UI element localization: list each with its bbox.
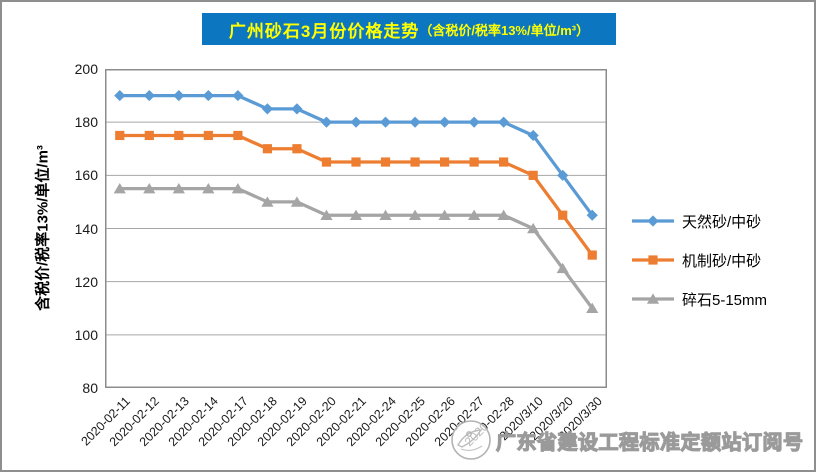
legend-item-gravel: 碎石5-15mm: [632, 284, 767, 314]
square-marker: [499, 157, 509, 167]
diamond-marker: [438, 116, 451, 128]
diamond-marker: [409, 116, 421, 128]
triangle-marker: [320, 209, 333, 221]
y-tick-label: 120: [74, 273, 98, 290]
legend-swatch-triangle-icon: [632, 293, 674, 304]
watermark-logo-icon: [451, 420, 491, 460]
diamond-marker: [350, 116, 362, 128]
triangle-marker: [172, 183, 185, 194]
legend-label: 机制砂/中砂: [682, 252, 762, 270]
square-marker: [174, 130, 184, 141]
triangle-marker: [143, 183, 156, 194]
diamond-marker: [232, 89, 244, 102]
series-line: [119, 93, 594, 217]
diamond-marker: [586, 209, 598, 221]
square-marker: [648, 255, 658, 265]
triangle-marker: [113, 183, 126, 194]
chart-title-unit: （含税价/税率13%/单位/m³）: [419, 22, 590, 38]
square-marker: [380, 157, 391, 167]
diamond-marker: [468, 116, 480, 128]
watermark: 广东省建设工程标准定额站订阅号: [448, 416, 804, 464]
triangle-marker: [408, 209, 422, 221]
triangle-marker: [468, 209, 481, 221]
diamond-marker: [320, 116, 333, 128]
legend-swatch-square-icon: [632, 255, 674, 265]
series-line: [119, 133, 594, 257]
diamond-marker: [291, 103, 303, 115]
square-marker: [203, 130, 213, 141]
series-line: [119, 187, 594, 310]
y-tick-label: 160: [74, 167, 98, 184]
diamond-marker: [527, 129, 539, 142]
triangle-marker: [202, 183, 215, 194]
square-marker: [115, 130, 125, 141]
diamond-marker: [498, 116, 510, 128]
y-tick-label: 80: [82, 380, 98, 396]
plot-area: [105, 69, 607, 388]
legend-swatch-diamond-icon: [632, 215, 674, 227]
chart-title-bar: 广州砂石3月份价格走势 （含税价/税率13%/单位/m³）: [202, 13, 616, 45]
triangle-marker: [290, 196, 304, 207]
triangle-marker: [349, 209, 363, 221]
square-marker: [528, 170, 538, 180]
square-marker: [469, 157, 479, 167]
square-marker: [321, 157, 332, 167]
y-tick-label: 100: [74, 326, 98, 343]
triangle-marker: [231, 183, 244, 194]
diamond-marker: [173, 89, 185, 102]
triangle-marker: [556, 262, 569, 274]
legend: 天然砂/中砂 机制砂/中砂 碎石5-15mm: [632, 206, 767, 314]
diamond-marker: [114, 89, 126, 102]
legend-label: 碎石5-15mm: [682, 291, 768, 309]
triangle-marker: [586, 302, 599, 314]
diamond-marker: [202, 89, 214, 102]
square-marker: [558, 210, 568, 220]
y-tick-label: 180: [74, 114, 98, 131]
legend-item-natural-sand: 天然砂/中砂: [632, 206, 767, 236]
diamond-marker: [557, 169, 569, 181]
plot-border: [105, 69, 607, 388]
triangle-marker: [646, 293, 660, 304]
diamond-marker: [261, 103, 274, 115]
watermark-text: 广东省建设工程标准定额站订阅号: [495, 431, 804, 454]
square-marker: [410, 157, 420, 167]
square-marker: [351, 157, 361, 167]
square-marker: [292, 144, 302, 154]
triangle-marker: [438, 209, 451, 221]
diamond-marker: [379, 116, 392, 128]
square-marker: [233, 130, 243, 141]
y-tick-label: 200: [74, 61, 98, 77]
square-marker: [439, 157, 450, 167]
chart-title: 广州砂石3月份价格走势: [228, 21, 420, 41]
legend-item-machine-sand: 机制砂/中砂: [632, 245, 767, 275]
square-marker: [587, 250, 597, 260]
diamond-marker: [647, 215, 659, 227]
square-marker: [144, 130, 154, 141]
square-marker: [262, 144, 273, 154]
diamond-marker: [143, 89, 155, 102]
triangle-marker: [497, 209, 510, 221]
y-tick-label: 140: [74, 220, 98, 237]
triangle-marker: [379, 209, 392, 221]
triangle-marker: [527, 222, 540, 234]
y-axis-title: 含税价/税率13%/单位/m³: [34, 145, 52, 311]
triangle-marker: [261, 196, 274, 207]
legend-label: 天然砂/中砂: [682, 213, 762, 231]
